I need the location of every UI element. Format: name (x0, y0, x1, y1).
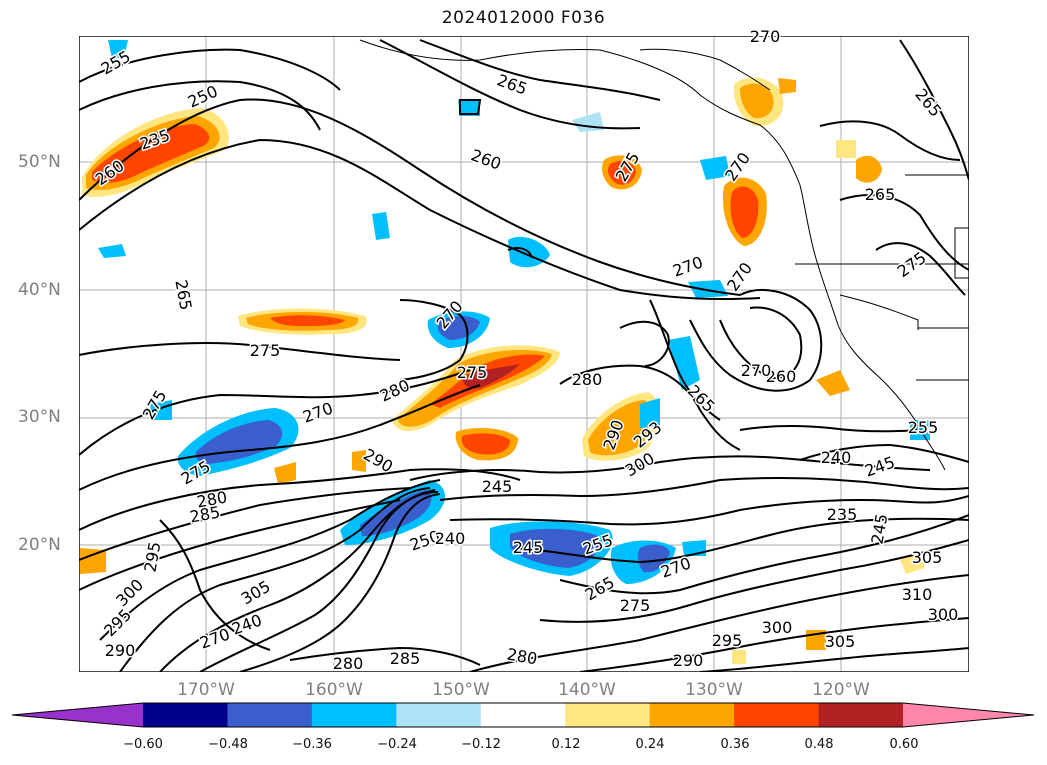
colorbar-tick: −0.36 (292, 737, 332, 752)
colorbar-segment (649, 703, 735, 727)
contour-label: 300 (762, 618, 793, 637)
contour-label: 260 (766, 367, 797, 386)
colorbar-extend-low (12, 703, 143, 727)
colorbar-segment (227, 703, 313, 727)
lon-label-170w: 170°W (177, 680, 235, 700)
lat-label-50n: 50°N (18, 152, 61, 172)
colorbar-segment (311, 703, 397, 727)
contour-label: 255 (908, 418, 939, 437)
colorbar-tick: 0.24 (635, 737, 665, 752)
colorbar-tick: 0.60 (889, 737, 919, 752)
contour-label: 305 (825, 632, 856, 651)
lat-label-20n: 20°N (18, 535, 61, 555)
contour-label: 280 (333, 654, 364, 673)
colorbar-tick: 0.48 (804, 737, 834, 752)
lon-label-120w: 120°W (812, 680, 870, 700)
contour-label: 265 (865, 185, 896, 204)
colorbar-segment (818, 703, 904, 727)
contour-label: 240 (821, 448, 852, 467)
coastlines (359, 39, 969, 471)
colorbar-segment (396, 703, 482, 727)
colorbar-segment (480, 703, 566, 727)
contour-label: 300 (928, 605, 959, 624)
contour-label: 305 (912, 548, 943, 567)
contour-label: 275 (620, 596, 651, 615)
contour-label: 270 (750, 27, 781, 46)
lon-label-130w: 130°W (685, 680, 743, 700)
contour-label: 240 (435, 529, 466, 548)
colorbar-segment (734, 703, 820, 727)
lat-label-40n: 40°N (18, 280, 61, 300)
contour-label: 275 (250, 341, 281, 360)
colorbar-segment (143, 703, 228, 727)
contour-label: 285 (390, 649, 421, 668)
lat-label-30n: 30°N (18, 407, 61, 427)
lon-label-140w: 140°W (558, 680, 616, 700)
colorbar-tick: −0.48 (208, 737, 248, 752)
colorbar-tick: −0.12 (461, 737, 501, 752)
contour-label: 235 (827, 505, 858, 524)
colorbar-tick: −0.24 (377, 737, 417, 752)
map-title: 2024012000 F036 (441, 8, 606, 28)
contour-label: 310 (902, 585, 933, 604)
contour-label: 295 (712, 631, 743, 650)
contour-label: 290 (673, 651, 704, 670)
colorbar-tick: 0.36 (720, 737, 750, 752)
colorbar-extend-high (903, 703, 1034, 727)
contour-label: 290 (105, 641, 136, 660)
contour-label: 245 (513, 538, 544, 557)
contour-label: 280 (572, 370, 603, 389)
contour-label: 245 (482, 477, 513, 496)
lon-label-160w: 160°W (305, 680, 363, 700)
contour-lines (79, 39, 969, 672)
colorbar-tick: −0.60 (123, 737, 163, 752)
colorbar-segment (565, 703, 651, 727)
colorbar-outline (11, 702, 1035, 728)
contour-label: 270 (741, 361, 772, 380)
contour-label: 280 (505, 644, 538, 668)
lon-label-150w: 150°W (432, 680, 490, 700)
colorbar (11, 702, 1035, 728)
colorbar-tick: 0.12 (551, 737, 581, 752)
contour-label: 275 (457, 363, 488, 382)
